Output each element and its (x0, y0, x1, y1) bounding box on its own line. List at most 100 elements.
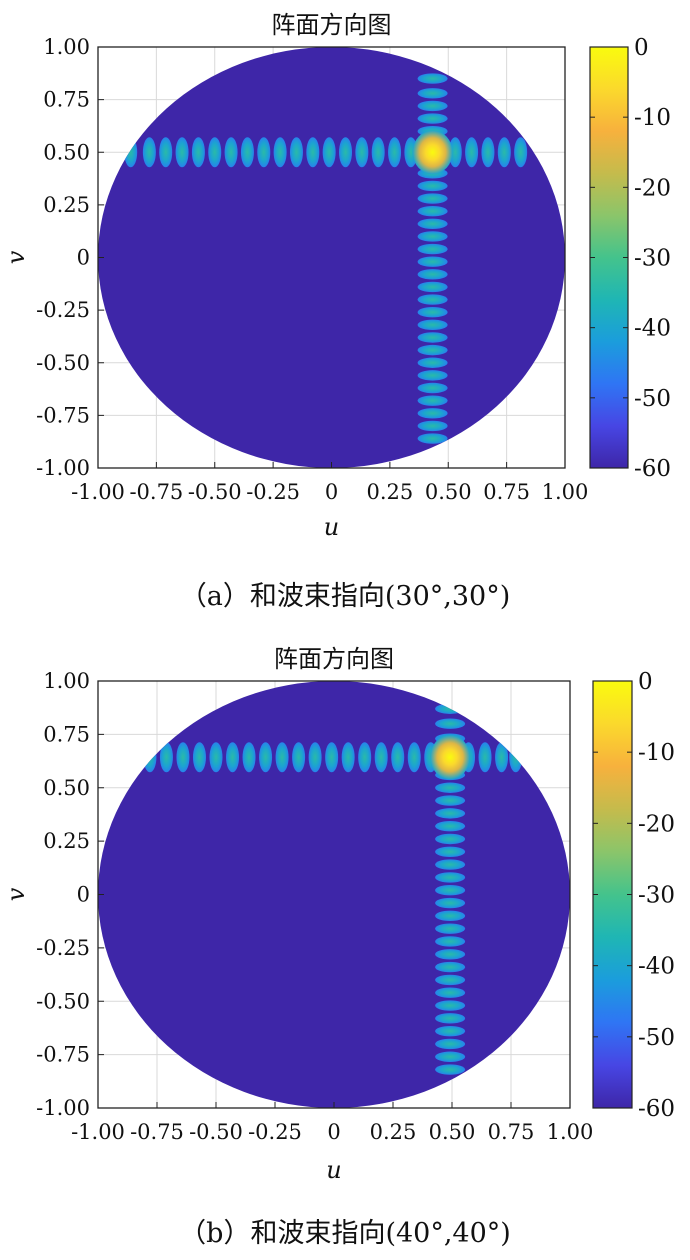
xtick-label-b-5: 0.25 (370, 1120, 417, 1144)
ytick-label-a-7: -0.75 (36, 403, 90, 427)
sidelobe-v-b-25 (435, 1051, 466, 1062)
sidelobe-v-a-8 (417, 205, 448, 217)
sidelobe-v-a-19 (417, 344, 448, 356)
xtick-label-a-8: 1.00 (542, 480, 589, 504)
sidelobe-h-a-12 (322, 137, 336, 168)
sidelobe-v-a-0 (417, 73, 448, 84)
main-beam-b (430, 735, 471, 780)
sidelobe-h-a-18 (448, 137, 462, 168)
sidelobe-v-b-20 (435, 987, 466, 998)
sidelobe-h-b-10 (308, 742, 322, 773)
sidelobe-v-b-5 (435, 795, 466, 806)
sidelobe-v-b-15 (435, 923, 466, 934)
sidelobe-h-b-6 (242, 742, 256, 773)
sidelobe-h-b-2 (176, 742, 190, 773)
sidelobe-v-b-0 (435, 703, 466, 714)
sidelobe-v-a-7 (417, 193, 448, 204)
colorbar-a (589, 46, 629, 469)
xtick-label-a-0: -1.00 (71, 480, 125, 504)
sidelobe-h-a-6 (224, 137, 238, 168)
ytick-label-a-0: 1.00 (43, 35, 90, 59)
colorbar-tick-label-b-1: -10 (638, 740, 675, 766)
sidelobe-v-b-6 (435, 808, 466, 819)
y-axis-label-a: v (2, 250, 30, 264)
ytick-label-b-8: -1.00 (36, 1096, 90, 1120)
colorbar-tick-label-a-0: 0 (634, 35, 649, 61)
figure-caption-b: （b）和波束指向(40°,40°) (179, 1218, 511, 1249)
sidelobe-v-a-15 (417, 294, 448, 305)
sidelobe-h-b-12 (341, 742, 355, 773)
ytick-label-b-4: 0 (77, 883, 90, 907)
ytick-label-b-0: 1.00 (43, 669, 90, 693)
sidelobe-v-a-9 (417, 218, 448, 230)
sidelobe-v-b-10 (435, 859, 466, 870)
sidelobe-v-b-24 (435, 1038, 466, 1050)
sidelobe-h-a-1 (142, 137, 156, 168)
colorbar-tick-label-b-5: -50 (638, 1025, 675, 1051)
sidelobe-h-a-5 (208, 137, 222, 168)
sidelobe-v-b-21 (435, 1000, 466, 1011)
sidelobe-h-b-4 (209, 742, 223, 773)
sidelobe-h-a-4 (191, 137, 205, 168)
sidelobe-v-b-7 (435, 820, 466, 832)
panel-b-figure: -1.00 -0.75 -0.50 -0.25 0 0.25 0.50 0.75 1.001.0… (2, 645, 675, 1249)
sidelobe-v-a-21 (417, 370, 448, 381)
panel-a-figure: -1.00 -0.75 -0.50 -0.25 0 0.25 0.50 0.75 1.001.0… (2, 11, 671, 612)
sidelobe-h-a-21 (497, 137, 511, 168)
sidelobe-v-a-2 (417, 100, 448, 112)
sidelobe-v-a-22 (417, 382, 448, 394)
pattern-lobes-b (143, 703, 523, 1075)
sidelobe-v-b-17 (435, 949, 466, 960)
sidelobe-h-a-7 (240, 137, 254, 168)
sidelobe-v-a-11 (417, 243, 448, 255)
sidelobe-v-a-6 (417, 180, 448, 192)
colorbar-tick-label-b-6: -60 (638, 1096, 675, 1122)
sidelobe-h-b-5 (226, 742, 240, 773)
sidelobe-v-b-9 (435, 846, 466, 857)
sidelobe-h-b-1 (159, 742, 173, 773)
colorbar-tick-label-b-4: -40 (638, 954, 675, 980)
sidelobe-v-b-22 (435, 1013, 466, 1024)
sidelobe-v-a-24 (417, 408, 448, 419)
sidelobe-h-a-16 (388, 137, 402, 168)
sidelobe-h-b-9 (292, 742, 306, 773)
xtick-label-a-3: -0.25 (246, 480, 300, 504)
sidelobe-h-b-19 (478, 742, 492, 773)
sidelobe-v-a-13 (417, 269, 448, 280)
sidelobe-h-a-11 (306, 137, 320, 168)
sidelobe-v-a-1 (417, 88, 448, 99)
sidelobe-h-a-8 (257, 137, 271, 168)
chart-title-b: 阵面方向图 (274, 645, 394, 673)
x-axis-label-a: u (324, 513, 339, 541)
y-axis-label-b: v (2, 887, 30, 901)
sidelobe-v-b-14 (435, 910, 466, 922)
xtick-label-b-1: -0.75 (130, 1120, 184, 1144)
colorbar-tick-label-b-3: -30 (638, 883, 675, 909)
sidelobe-v-b-13 (435, 897, 466, 909)
ytick-label-a-8: -1.00 (36, 456, 90, 480)
sidelobe-h-b-13 (358, 742, 372, 773)
xtick-label-b-8: 1.00 (547, 1120, 594, 1144)
ytick-label-b-5: -0.25 (36, 936, 90, 960)
sidelobe-h-a-15 (371, 137, 385, 168)
ytick-label-a-2: 0.50 (43, 140, 90, 164)
colorbar-b (592, 680, 633, 1109)
sidelobe-h-a-10 (289, 137, 303, 168)
colorbar-tick-label-a-5: -50 (634, 386, 671, 412)
ytick-label-a-1: 0.75 (43, 88, 90, 112)
sidelobe-v-a-14 (417, 281, 448, 293)
ytick-label-b-3: 0.25 (43, 829, 90, 853)
sidelobe-h-b-16 (407, 742, 421, 773)
ytick-label-a-5: -0.25 (36, 298, 90, 322)
sidelobe-h-b-11 (325, 742, 339, 773)
ytick-label-a-3: 0.25 (43, 193, 90, 217)
sidelobe-v-a-17 (417, 319, 448, 331)
sidelobe-h-b-15 (391, 742, 405, 773)
ytick-label-b-2: 0.50 (43, 776, 90, 800)
sidelobe-h-a-3 (175, 137, 189, 168)
xtick-label-b-4: 0 (327, 1120, 340, 1144)
sidelobe-v-b-12 (435, 885, 466, 896)
sidelobe-h-b-20 (495, 742, 509, 773)
sidelobe-v-b-4 (435, 782, 466, 793)
xtick-label-b-3: -0.25 (248, 1120, 302, 1144)
